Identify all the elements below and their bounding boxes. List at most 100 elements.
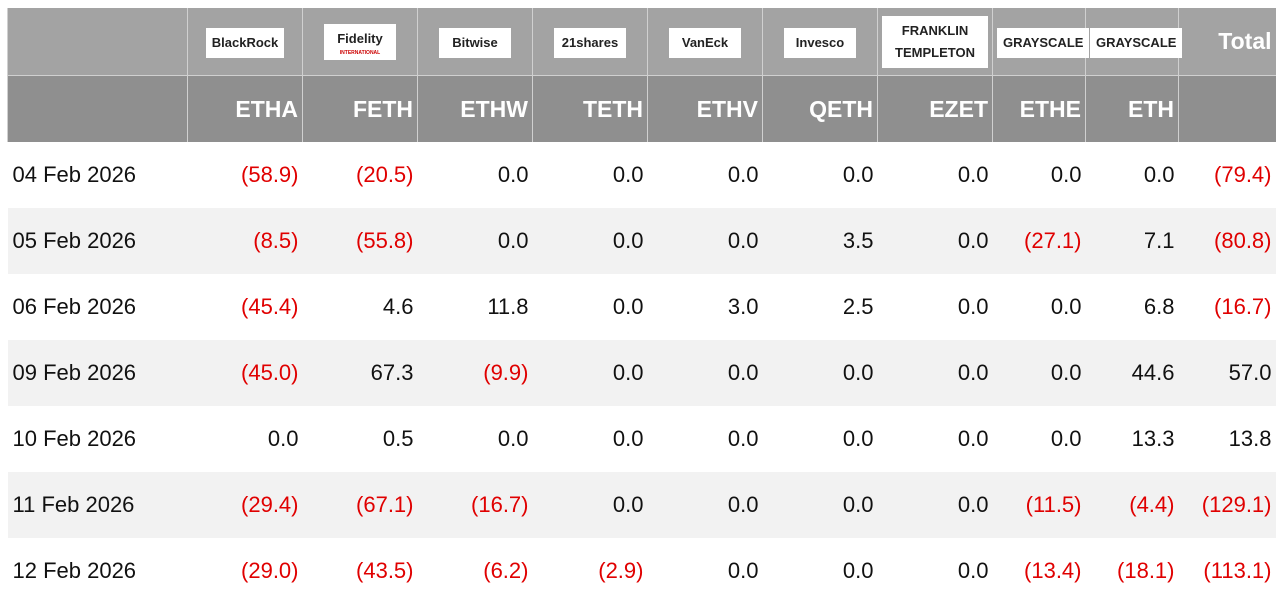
flow-value: 0.0 xyxy=(497,162,529,187)
flow-value: (67.1) xyxy=(302,472,418,538)
flow-value: (16.7) xyxy=(417,472,533,538)
flow-value: 0.5 xyxy=(382,426,414,451)
date: 12 Feb 2026 xyxy=(12,558,137,583)
flow-value: 3.5 xyxy=(762,208,878,274)
issuer-name: Invesco xyxy=(795,34,845,50)
flow-value: (20.5) xyxy=(356,162,414,187)
flow-value: (4.4) xyxy=(1085,472,1179,538)
flow-value: 0.0 xyxy=(612,162,644,187)
date: 06 Feb 2026 xyxy=(12,294,137,319)
flow-value: 67.3 xyxy=(302,340,418,406)
issuer-cell: FRANKLIN TEMPLETON xyxy=(877,8,993,76)
issuer-logo: 21shares xyxy=(554,27,626,58)
flow-value: 0.0 xyxy=(267,426,299,451)
corner xyxy=(7,8,188,76)
flow-value: 0.0 xyxy=(647,340,763,406)
flow-value: 0.0 xyxy=(762,472,878,538)
date: 11 Feb 2026 xyxy=(7,472,188,538)
flow-value: 3.0 xyxy=(727,294,759,319)
issuer-name: GRAYSCALE xyxy=(1096,34,1177,50)
flow-value: 0.0 xyxy=(417,208,533,274)
etf-flow-table: BlackRock Fidelity INTERNATIONAL Bitwise 21s… xyxy=(7,8,1276,604)
issuer-name: Fidelity xyxy=(337,30,383,46)
flow-value: 0.0 xyxy=(497,426,529,451)
flow-value: 13.3 xyxy=(1131,426,1175,451)
flow-value: 0.0 xyxy=(727,558,759,583)
flow-value: (29.0) xyxy=(241,558,299,583)
date: 09 Feb 2026 xyxy=(7,340,188,406)
issuer-cell: GRAYSCALE xyxy=(1085,8,1183,76)
flow-value: 0.0 xyxy=(842,162,874,187)
flow-value: 0.0 xyxy=(957,162,989,187)
flow-value: (27.1) xyxy=(992,208,1086,274)
date: 04 Feb 2026 xyxy=(12,162,137,187)
flow-value: 7.1 xyxy=(1085,208,1179,274)
issuer-logo: Invesco xyxy=(784,27,856,58)
flow-value: 0.0 xyxy=(1050,162,1082,187)
ticker: ETH xyxy=(1085,75,1179,142)
data-row: 11 Feb 2026 (29.4) (67.1) (16.7) 0.0 0.0 0.0 0.… xyxy=(7,472,1276,538)
flow-value: 6.8 xyxy=(1143,294,1175,319)
issuer-cell: GRAYSCALE xyxy=(992,8,1090,76)
flow-value: 0.0 xyxy=(877,208,993,274)
flow-value: 0.0 xyxy=(957,294,989,319)
issuer-logo: Bitwise xyxy=(439,27,511,58)
flow-value: (6.2) xyxy=(483,558,529,583)
flow-value: 44.6 xyxy=(1085,340,1179,406)
flow-value: (43.5) xyxy=(356,558,414,583)
flow-value: 0.0 xyxy=(1050,294,1082,319)
issuer-logo: FRANKLIN TEMPLETON xyxy=(882,15,988,68)
issuer-name: 21shares xyxy=(561,34,619,50)
flow-value: (80.8) xyxy=(1178,208,1276,274)
ticker: EZET xyxy=(877,75,993,142)
flow-value: 0.0 xyxy=(957,558,989,583)
issuer-name: BlackRock xyxy=(211,34,279,50)
issuer-cell: 21shares xyxy=(532,8,648,76)
flow-value: 0.0 xyxy=(532,208,648,274)
issuer-tagline: INTERNATIONAL xyxy=(339,49,381,56)
ticker: FETH xyxy=(302,75,418,142)
issuer-cell: BlackRock xyxy=(187,8,303,76)
flow-value: 2.5 xyxy=(842,294,874,319)
flow-value: 57.0 xyxy=(1178,340,1276,406)
issuer-cell: Bitwise xyxy=(417,8,533,76)
issuer-cell: VanEck xyxy=(647,8,763,76)
flow-value: (9.9) xyxy=(417,340,533,406)
flow-value: (45.4) xyxy=(241,294,299,319)
flow-value: (45.0) xyxy=(187,340,303,406)
flow-value: 0.0 xyxy=(647,472,763,538)
issuer-logo: BlackRock xyxy=(205,27,285,58)
flow-value: 0.0 xyxy=(877,340,993,406)
flow-value: 0.0 xyxy=(727,426,759,451)
flow-value: (55.8) xyxy=(302,208,418,274)
flow-value: 0.0 xyxy=(647,208,763,274)
data-row: 12 Feb 2026 (29.0) (43.5) (6.2) (2.9) 0.0 0.0 0… xyxy=(8,538,1276,604)
flow-value: 0.0 xyxy=(877,472,993,538)
flow-value: 0.0 xyxy=(842,558,874,583)
issuer-cell: Fidelity INTERNATIONAL xyxy=(302,8,418,76)
total-header: Total xyxy=(1178,8,1276,76)
flow-value: 0.0 xyxy=(957,426,989,451)
issuer-name: GRAYSCALE xyxy=(1003,34,1084,50)
data-row: 09 Feb 2026 (45.0) 67.3 (9.9) 0.0 0.0 0.0 0.0 0.… xyxy=(7,340,1276,406)
corner xyxy=(7,75,188,142)
data-row: 06 Feb 2026 (45.4) 4.6 11.8 0.0 3.0 2.5 0.0 0.0 6… xyxy=(8,274,1276,340)
flow-value: (113.1) xyxy=(1203,558,1272,583)
issuer-name: FRANKLIN TEMPLETON xyxy=(895,22,975,60)
flow-value: 0.0 xyxy=(727,162,759,187)
flow-value: (58.9) xyxy=(241,162,299,187)
ticker: ETHE xyxy=(992,75,1086,142)
issuer-logo: Fidelity INTERNATIONAL xyxy=(324,23,396,60)
flow-value: (2.9) xyxy=(598,558,644,583)
ticker: ETHA xyxy=(187,75,303,142)
flow-value: 0.0 xyxy=(1143,162,1175,187)
issuer-name: VanEck xyxy=(681,34,729,50)
flow-value: 0.0 xyxy=(612,426,644,451)
date: 10 Feb 2026 xyxy=(12,426,137,451)
issuer-logo: GRAYSCALE xyxy=(997,27,1090,58)
flow-value: (13.4) xyxy=(1024,558,1082,583)
ticker: ETHW xyxy=(417,75,533,142)
flow-value: 0.0 xyxy=(612,294,644,319)
flow-value: 11.8 xyxy=(487,294,529,319)
